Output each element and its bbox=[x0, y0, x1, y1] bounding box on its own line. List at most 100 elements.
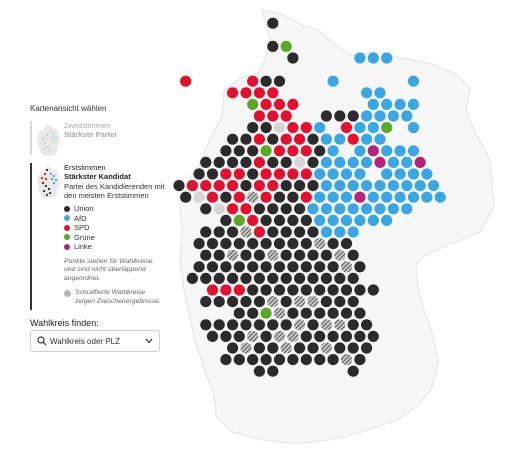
constituency-dot-afd[interactable] bbox=[434, 191, 446, 203]
constituency-dot-union[interactable] bbox=[213, 226, 225, 238]
constituency-dot-union[interactable] bbox=[240, 156, 252, 168]
constituency-dot-union[interactable] bbox=[347, 110, 359, 122]
constituency-dot-union[interactable] bbox=[320, 110, 332, 122]
constituency-dot-union[interactable] bbox=[213, 272, 225, 284]
constituency-dot-spd[interactable] bbox=[340, 122, 353, 134]
constituency-dot-union[interactable] bbox=[327, 238, 339, 250]
constituency-dot-union[interactable] bbox=[186, 272, 198, 284]
constituency-dot-union[interactable] bbox=[294, 249, 306, 261]
constituency-dot-spd[interactable] bbox=[267, 110, 279, 122]
constituency-dot-afd[interactable] bbox=[307, 203, 319, 215]
constituency-dot-union[interactable] bbox=[327, 284, 339, 296]
constituency-dot-union[interactable] bbox=[307, 249, 319, 261]
constituency-dot-afd[interactable] bbox=[361, 203, 373, 215]
constituency-dot-spd[interactable] bbox=[273, 98, 286, 110]
constituency-dot-afd[interactable] bbox=[314, 122, 326, 134]
constituency-dot-union[interactable] bbox=[200, 272, 212, 284]
constituency-dot-afd[interactable] bbox=[367, 98, 379, 110]
constituency-dot-union[interactable] bbox=[273, 75, 286, 87]
constituency-dot-union[interactable] bbox=[240, 133, 252, 145]
constituency-dot-union[interactable] bbox=[180, 191, 192, 203]
constituency-dot-union[interactable] bbox=[314, 330, 326, 342]
constituency-dot-spd[interactable] bbox=[253, 110, 265, 122]
constituency-dot-afd[interactable] bbox=[354, 52, 366, 64]
constituency-dot-union[interactable] bbox=[287, 354, 299, 366]
constituency-dot-hatched[interactable] bbox=[340, 354, 353, 366]
constituency-dot-afd[interactable] bbox=[381, 52, 393, 64]
constituency-dot-union[interactable] bbox=[253, 365, 265, 377]
constituency-dot-afd[interactable] bbox=[340, 168, 353, 180]
constituency-dot-afd[interactable] bbox=[381, 145, 393, 157]
constituency-dot-union[interactable] bbox=[260, 238, 272, 250]
constituency-dot-afd[interactable] bbox=[334, 133, 346, 145]
constituency-dot-hatched[interactable] bbox=[273, 307, 286, 319]
constituency-dot-union[interactable] bbox=[267, 133, 279, 145]
constituency-dot-union[interactable] bbox=[220, 191, 232, 203]
constituency-dot-afd[interactable] bbox=[320, 203, 332, 215]
constituency-dot-spd[interactable] bbox=[233, 168, 245, 180]
constituency-dot-union[interactable] bbox=[307, 319, 319, 331]
constituency-dot-afd[interactable] bbox=[374, 110, 386, 122]
constituency-dot-union[interactable] bbox=[240, 180, 252, 192]
constituency-dot-union[interactable] bbox=[227, 133, 239, 145]
constituency-dot-afd[interactable] bbox=[334, 180, 346, 192]
constituency-dot-union[interactable] bbox=[334, 272, 346, 284]
constituency-dot-union[interactable] bbox=[233, 145, 245, 157]
constituency-dot-union[interactable] bbox=[247, 261, 259, 273]
constituency-dot-linke[interactable] bbox=[414, 156, 426, 168]
constituency-dot-spd[interactable] bbox=[280, 133, 292, 145]
constituency-dot-union[interactable] bbox=[200, 249, 212, 261]
constituency-dot-afd[interactable] bbox=[374, 180, 386, 192]
constituency-dot-afd[interactable] bbox=[340, 191, 353, 203]
constituency-dot-hatched[interactable] bbox=[340, 261, 353, 273]
constituency-dot-union[interactable] bbox=[213, 319, 225, 331]
constituency-dot-union[interactable] bbox=[233, 330, 245, 342]
constituency-dot-union[interactable] bbox=[227, 319, 239, 331]
constituency-dot-pending[interactable] bbox=[193, 191, 205, 203]
constituency-dot-afd[interactable] bbox=[361, 133, 373, 145]
constituency-dot-spd[interactable] bbox=[180, 75, 192, 87]
constituency-dot-union[interactable] bbox=[340, 330, 353, 342]
constituency-dot-union[interactable] bbox=[347, 319, 359, 331]
constituency-dot-afd[interactable] bbox=[327, 214, 339, 226]
constituency-dot-union[interactable] bbox=[220, 238, 232, 250]
constituency-dot-union[interactable] bbox=[206, 261, 219, 273]
constituency-dot-afd[interactable] bbox=[327, 145, 339, 157]
constituency-dot-union[interactable] bbox=[260, 354, 272, 366]
constituency-dot-afd[interactable] bbox=[361, 110, 373, 122]
constituency-dot-union[interactable] bbox=[233, 354, 245, 366]
constituency-dot-afd[interactable] bbox=[401, 156, 413, 168]
constituency-dot-union[interactable] bbox=[347, 365, 359, 377]
constituency-dot-union[interactable] bbox=[354, 354, 366, 366]
constituency-dot-afd[interactable] bbox=[428, 180, 440, 192]
constituency-dot-afd[interactable] bbox=[347, 156, 359, 168]
constituency-dot-hatched[interactable] bbox=[240, 226, 252, 238]
constituency-dot-pending[interactable] bbox=[273, 122, 286, 134]
constituency-dot-union[interactable] bbox=[314, 284, 326, 296]
constituency-dot-afd[interactable] bbox=[367, 214, 379, 226]
constituency-dot-union[interactable] bbox=[347, 272, 359, 284]
constituency-dot-afd[interactable] bbox=[407, 191, 420, 203]
constituency-dot-union[interactable] bbox=[253, 203, 265, 215]
constituency-dot-union[interactable] bbox=[287, 52, 299, 64]
constituency-dot-union[interactable] bbox=[227, 226, 239, 238]
constituency-dot-afd[interactable] bbox=[320, 156, 332, 168]
constituency-dot-afd[interactable] bbox=[334, 203, 346, 215]
constituency-dot-spd[interactable] bbox=[206, 191, 219, 203]
constituency-dot-union[interactable] bbox=[287, 307, 299, 319]
constituency-dot-union[interactable] bbox=[307, 133, 319, 145]
constituency-dot-spd[interactable] bbox=[227, 87, 239, 99]
constituency-dot-spd[interactable] bbox=[253, 226, 265, 238]
constituency-dot-spd[interactable] bbox=[213, 180, 225, 192]
constituency-dot-union[interactable] bbox=[193, 238, 205, 250]
constituency-dot-union[interactable] bbox=[227, 296, 239, 308]
constituency-dot-spd[interactable] bbox=[253, 180, 265, 192]
constituency-dot-afd[interactable] bbox=[347, 180, 359, 192]
constituency-dot-hatched[interactable] bbox=[273, 330, 286, 342]
constituency-dot-union[interactable] bbox=[240, 319, 252, 331]
constituency-dot-union[interactable] bbox=[173, 180, 185, 192]
constituency-dot-gruene[interactable] bbox=[260, 145, 272, 157]
constituency-dot-hatched[interactable] bbox=[247, 191, 259, 203]
constituency-dot-hatched[interactable] bbox=[280, 342, 292, 354]
constituency-dot-spd[interactable] bbox=[200, 180, 212, 192]
